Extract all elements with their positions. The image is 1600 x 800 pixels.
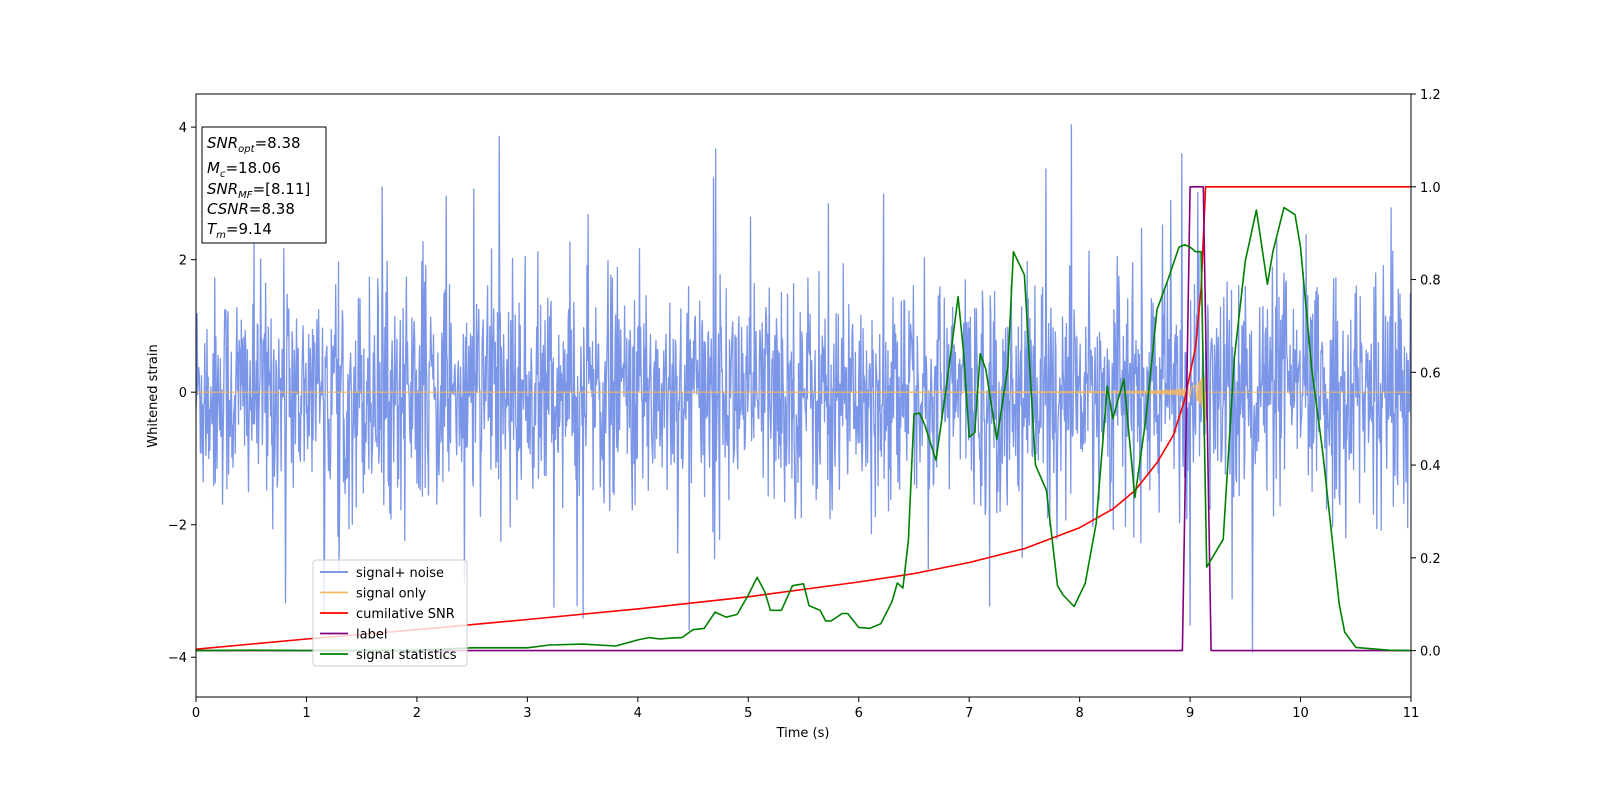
- legend: signal+ noise signal only cumilative SNR la…: [312, 559, 468, 667]
- series-layer: [196, 124, 1411, 653]
- info-line: CSNR=8.38: [207, 200, 295, 218]
- legend-entry: cumilative SNR: [356, 607, 455, 622]
- right-tick-label: 1.2: [1420, 88, 1441, 103]
- x-tick-label: 4: [634, 706, 642, 721]
- left-tick-label: −4: [168, 651, 187, 666]
- info-line: Tm=9.14: [207, 220, 272, 241]
- x-axis: 0 1 2 3 4 5 6 7 8 9 10 11: [192, 697, 1419, 721]
- x-tick-label: 6: [855, 706, 863, 721]
- x-tick-label: 11: [1403, 706, 1420, 721]
- info-box: SNRopt=8.38 Mc=18.06SNRMF=[8.11]CSNR=8.38…: [201, 126, 327, 244]
- left-tick-label: −2: [168, 519, 187, 534]
- series-line-signal-noise: [196, 124, 1411, 653]
- plot-frame: [195, 93, 1412, 698]
- series-line-signal-only: [196, 373, 1411, 424]
- x-tick-label: 9: [1186, 706, 1194, 721]
- right-tick-label: 0.2: [1420, 552, 1441, 567]
- x-tick-label: 1: [302, 706, 310, 721]
- right-tick-label: 0.4: [1420, 459, 1441, 474]
- y-axis-label: Whitened strain: [146, 344, 161, 447]
- x-tick-label: 3: [523, 706, 531, 721]
- x-tick-label: 5: [744, 706, 752, 721]
- series-line-label: [196, 186, 1411, 652]
- info-line: SNRopt=8.38: [207, 134, 301, 155]
- legend-entry: signal statistics: [356, 648, 457, 663]
- info-line: SNRMF=[8.11]: [207, 180, 310, 201]
- x-tick-label: 0: [192, 706, 200, 721]
- info-box-frame: [201, 126, 327, 244]
- right-tick-label: 0.8: [1420, 274, 1441, 289]
- legend-entry: signal only: [356, 587, 426, 602]
- right-tick-label: 0.6: [1420, 366, 1441, 381]
- left-tick-label: 0: [179, 386, 187, 401]
- x-tick-label: 7: [965, 706, 973, 721]
- legend-entry: label: [356, 628, 387, 643]
- left-tick-label: 2: [179, 254, 187, 269]
- x-tick-label: 8: [1075, 706, 1083, 721]
- x-tick-label: 2: [413, 706, 421, 721]
- legend-entry: signal+ noise: [356, 566, 444, 581]
- right-tick-label: 1.0: [1420, 181, 1441, 196]
- legend-frame: [312, 559, 468, 667]
- x-axis-label: Time (s): [776, 726, 830, 741]
- right-tick-label: 0.0: [1420, 645, 1441, 660]
- series-line-signal-statistics: [196, 206, 1411, 652]
- right-y-axis: 0.0 0.2 0.4 0.6 0.8 1.0 1.2: [1411, 88, 1441, 660]
- x-tick-label: 10: [1292, 706, 1309, 721]
- info-line: Mc=18.06: [207, 159, 281, 180]
- left-y-axis: −4 −2 0 2 4: [168, 121, 196, 666]
- left-tick-label: 4: [179, 121, 187, 136]
